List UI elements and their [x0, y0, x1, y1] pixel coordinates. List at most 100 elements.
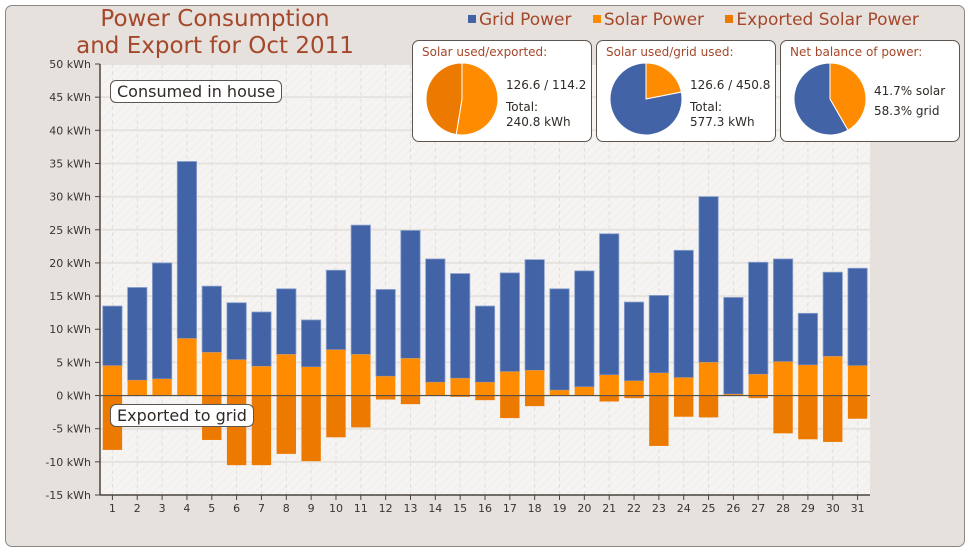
- bar-solar-power[interactable]: [400, 358, 421, 396]
- bar-exported-solar[interactable]: [400, 395, 421, 405]
- bar-solar-power[interactable]: [674, 377, 694, 396]
- bar-solar-power[interactable]: [251, 366, 272, 396]
- bar-exported-solar[interactable]: [649, 395, 669, 446]
- pie-chart: [609, 62, 683, 136]
- bar-grid-power[interactable]: [698, 196, 719, 363]
- bar-solar-power[interactable]: [326, 349, 346, 396]
- bar-exported-solar[interactable]: [524, 395, 545, 407]
- bar-grid-power[interactable]: [350, 224, 371, 355]
- bar-solar-power[interactable]: [177, 338, 197, 396]
- bar-exported-solar[interactable]: [251, 395, 272, 466]
- bar-solar-power[interactable]: [599, 374, 619, 396]
- bar-grid-power[interactable]: [499, 272, 520, 373]
- bar-solar-power[interactable]: [847, 365, 868, 396]
- legend-item-grid[interactable]: Grid Power: [468, 10, 571, 30]
- bar-exported-solar[interactable]: [698, 395, 719, 418]
- bar-exported-solar[interactable]: [748, 395, 768, 399]
- bar-exported-solar[interactable]: [823, 395, 843, 442]
- bar-solar-power[interactable]: [375, 376, 396, 396]
- bar-grid-power[interactable]: [375, 289, 396, 377]
- bar-solar-power[interactable]: [698, 362, 719, 396]
- bar-exported-solar[interactable]: [301, 395, 321, 462]
- bar-solar-power[interactable]: [102, 365, 123, 396]
- bar-grid-power[interactable]: [549, 288, 570, 391]
- bar-exported-solar[interactable]: [351, 395, 371, 428]
- pie-slice-solar-used[interactable]: [645, 62, 682, 100]
- bar-solar-power[interactable]: [276, 354, 296, 396]
- legend: Grid Power Solar Power Exported Solar Po…: [468, 10, 935, 30]
- bar-grid-power[interactable]: [648, 295, 669, 374]
- bar-grid-power[interactable]: [425, 258, 446, 383]
- bar-grid-power[interactable]: [400, 230, 421, 359]
- bar-solar-power[interactable]: [798, 365, 818, 396]
- bar-exported-solar[interactable]: [798, 395, 818, 440]
- bar-solar-power[interactable]: [773, 361, 793, 396]
- bar-grid-power[interactable]: [450, 273, 471, 379]
- bar-solar-power[interactable]: [500, 371, 520, 396]
- bar-grid-power[interactable]: [251, 311, 272, 367]
- bar-grid-power[interactable]: [201, 285, 222, 353]
- bar-grid-power[interactable]: [152, 262, 173, 380]
- bar-solar-power[interactable]: [475, 382, 495, 396]
- bar-grid-power[interactable]: [102, 305, 123, 367]
- x-tick-label: 17: [503, 502, 517, 515]
- pie-slice-solar[interactable]: [829, 62, 867, 131]
- bar-grid-power[interactable]: [524, 259, 545, 371]
- bar-solar-power[interactable]: [152, 378, 172, 396]
- bar-grid-power[interactable]: [748, 261, 769, 375]
- bar-grid-power[interactable]: [673, 249, 694, 379]
- bar-solar-power[interactable]: [450, 378, 470, 396]
- pie-slice-grid-used[interactable]: [609, 62, 683, 136]
- bar-exported-solar[interactable]: [326, 395, 346, 438]
- bar-grid-power[interactable]: [127, 287, 148, 381]
- bar-solar-power[interactable]: [823, 356, 843, 396]
- pie-chart: [425, 62, 499, 136]
- pie-slice-solar-exported[interactable]: [425, 62, 463, 136]
- bar-exported-solar[interactable]: [847, 395, 868, 419]
- x-tick-label: 9: [308, 502, 315, 515]
- bar-grid-power[interactable]: [226, 302, 247, 361]
- bar-solar-power[interactable]: [574, 386, 595, 396]
- legend-item-solar[interactable]: Solar Power: [592, 10, 705, 30]
- bar-solar-power[interactable]: [649, 372, 669, 396]
- bar-exported-solar[interactable]: [475, 395, 495, 401]
- bar-exported-solar[interactable]: [599, 395, 619, 402]
- bar-solar-power[interactable]: [624, 380, 644, 396]
- bar-solar-power[interactable]: [351, 354, 371, 396]
- bar-grid-power[interactable]: [474, 305, 496, 383]
- bar-grid-power[interactable]: [822, 271, 843, 357]
- bar-grid-power[interactable]: [623, 301, 645, 382]
- bar-grid-power[interactable]: [599, 233, 620, 376]
- bar-solar-power[interactable]: [524, 370, 545, 396]
- bar-grid-power[interactable]: [325, 269, 347, 351]
- legend-item-exported[interactable]: Exported Solar Power: [725, 10, 919, 30]
- bar-grid-power[interactable]: [176, 161, 198, 339]
- bar-exported-solar[interactable]: [500, 395, 520, 419]
- bar-exported-solar[interactable]: [674, 395, 694, 417]
- bar-grid-power[interactable]: [772, 258, 794, 363]
- bar-grid-power[interactable]: [301, 319, 322, 368]
- bar-grid-power[interactable]: [574, 270, 595, 388]
- bar-grid-power[interactable]: [797, 312, 818, 366]
- pie-slice-grid[interactable]: [793, 62, 849, 136]
- bar-solar-power[interactable]: [226, 359, 247, 396]
- bar-grid-power[interactable]: [847, 267, 868, 367]
- bar-grid-power[interactable]: [723, 297, 744, 395]
- bar-exported-solar[interactable]: [624, 395, 644, 399]
- bar-solar-power[interactable]: [549, 390, 570, 396]
- bar-solar-power[interactable]: [301, 367, 321, 396]
- bar-solar-power[interactable]: [127, 380, 147, 396]
- x-tick-label: 7: [258, 502, 265, 515]
- bar-exported-solar[interactable]: [375, 395, 396, 400]
- bar-exported-solar[interactable]: [276, 395, 296, 454]
- pie-slice-solar-used[interactable]: [455, 62, 499, 136]
- bar-solar-power[interactable]: [202, 352, 222, 396]
- bar-exported-solar[interactable]: [450, 395, 470, 397]
- bar-solar-power[interactable]: [425, 382, 446, 396]
- y-tick-label: 35 kWh: [49, 157, 91, 170]
- bar-exported-solar[interactable]: [773, 395, 793, 434]
- bar-solar-power[interactable]: [723, 394, 744, 396]
- bar-solar-power[interactable]: [748, 374, 768, 396]
- legend-label-solar: Solar Power: [603, 10, 705, 30]
- bar-grid-power[interactable]: [276, 288, 297, 355]
